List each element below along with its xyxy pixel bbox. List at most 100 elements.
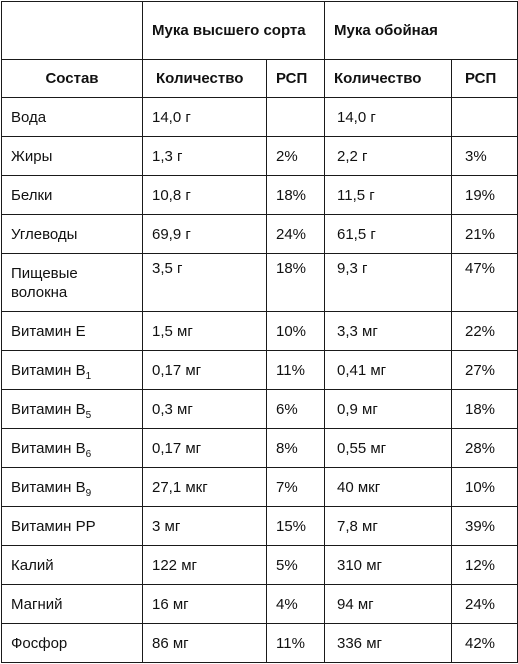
premium-amount-cell: 14,0 г — [142, 97, 267, 137]
whole-rdi-cell: 28% — [450, 428, 518, 468]
premium-rdi-cell: 6% — [266, 389, 325, 429]
premium-rdi-cell — [266, 97, 325, 137]
whole-rdi-cell: 12% — [450, 545, 518, 585]
table-row: Витамин РР 3 мг 15% 7,8 мг 39% — [1, 506, 518, 546]
table-row: Белки 10,8 г 18% 11,5 г 19% — [1, 175, 518, 215]
nutrient-name: Витамин Е — [11, 322, 86, 340]
whole-rdi-cell: 18% — [450, 389, 518, 429]
nutrient-name: Витамин В — [11, 439, 86, 457]
nutrient-name: Пищевые волокна — [11, 264, 78, 301]
whole-rdi-cell: 21% — [450, 214, 518, 254]
nutrient-name-cell: Витамин В6 — [1, 428, 143, 468]
whole-amount-cell: 9,3 г — [324, 253, 452, 312]
whole-rdi-cell: 22% — [450, 311, 518, 351]
nutrient-name: Фосфор — [11, 634, 68, 652]
nutrient-name: Углеводы — [11, 225, 78, 243]
premium-amount-cell: 0,17 мг — [142, 350, 267, 390]
nutrient-name-cell: Фосфор — [1, 623, 143, 663]
nutrient-name-cell: Пищевые волокна — [1, 253, 143, 312]
nutrient-name: Вода — [11, 108, 47, 126]
premium-amount-cell: 1,5 мг — [142, 311, 267, 351]
nutrient-name: Витамин В — [11, 478, 86, 496]
table-row: Вода 14,0 г 14,0 г — [1, 97, 518, 137]
group-header-premium-flour: Мука высшего сорта — [142, 1, 325, 60]
nutrient-name: Жиры — [11, 147, 53, 165]
nutrient-name-cell: Углеводы — [1, 214, 143, 254]
whole-amount-cell: 40 мкг — [324, 467, 452, 507]
whole-rdi-cell: 19% — [450, 175, 518, 215]
table-row: Витамин В9 27,1 мкг 7% 40 мкг 10% — [1, 467, 518, 507]
premium-amount-cell: 0,17 мг — [142, 428, 267, 468]
whole-amount-cell: 11,5 г — [324, 175, 452, 215]
nutrient-name-cell: Калий — [1, 545, 143, 585]
vitamin-subscript: 6 — [85, 448, 92, 460]
nutrient-name-cell: Магний — [1, 584, 143, 624]
premium-amount-cell: 122 мг — [142, 545, 267, 585]
premium-rdi-cell: 2% — [266, 136, 325, 176]
premium-amount-cell: 0,3 мг — [142, 389, 267, 429]
whole-amount-cell: 14,0 г — [324, 97, 452, 137]
nutrient-name-cell: Витамин Е — [1, 311, 143, 351]
table-row: Жиры 1,3 г 2% 2,2 г 3% — [1, 136, 518, 176]
vitamin-subscript: 1 — [85, 370, 92, 382]
premium-rdi-cell: 24% — [266, 214, 325, 254]
premium-rdi-cell: 18% — [266, 175, 325, 215]
premium-rdi-cell: 5% — [266, 545, 325, 585]
group-header-whole-flour: Мука обойная — [323, 1, 518, 60]
table-row: Пищевые волокна 3,5 г 18% 9,3 г 47% — [1, 253, 518, 312]
column-header-row: Состав Количество РСП Количество РСП — [1, 59, 518, 98]
nutrient-name-cell: Витамин В9 — [1, 467, 143, 507]
premium-amount-cell: 16 мг — [142, 584, 267, 624]
column-header-premium-rdi: РСП — [266, 59, 325, 98]
column-header-composition: Состав — [1, 59, 143, 98]
premium-amount-cell: 10,8 г — [142, 175, 267, 215]
nutrient-name-cell: Витамин РР — [1, 506, 143, 546]
whole-amount-cell: 0,41 мг — [324, 350, 452, 390]
table-row: Витамин В6 0,17 мг 8% 0,55 мг 28% — [1, 428, 518, 468]
premium-amount-cell: 3 мг — [142, 506, 267, 546]
whole-rdi-cell: 42% — [450, 623, 518, 663]
premium-amount-cell: 1,3 г — [142, 136, 267, 176]
whole-rdi-cell — [450, 97, 518, 137]
whole-rdi-cell: 27% — [450, 350, 518, 390]
whole-amount-cell: 336 мг — [324, 623, 452, 663]
nutrient-name: Калий — [11, 556, 54, 574]
premium-rdi-cell: 15% — [266, 506, 325, 546]
whole-rdi-cell: 24% — [450, 584, 518, 624]
whole-amount-cell: 94 мг — [324, 584, 452, 624]
premium-amount-cell: 27,1 мкг — [142, 467, 267, 507]
premium-rdi-cell: 11% — [266, 623, 325, 663]
corner-cell — [1, 1, 143, 60]
table-row: Магний 16 мг 4% 94 мг 24% — [1, 584, 518, 624]
column-header-whole-amount: Количество — [324, 59, 452, 98]
premium-amount-cell: 69,9 г — [142, 214, 267, 254]
whole-amount-cell: 310 мг — [324, 545, 452, 585]
table-row: Калий 122 мг 5% 310 мг 12% — [1, 545, 518, 585]
nutrient-name-cell: Витамин В1 — [1, 350, 143, 390]
whole-rdi-cell: 47% — [450, 253, 518, 312]
whole-amount-cell: 3,3 мг — [324, 311, 452, 351]
premium-rdi-cell: 4% — [266, 584, 325, 624]
whole-amount-cell: 61,5 г — [324, 214, 452, 254]
whole-rdi-cell: 10% — [450, 467, 518, 507]
nutrient-name-cell: Витамин В5 — [1, 389, 143, 429]
nutrient-name-cell: Жиры — [1, 136, 143, 176]
nutrient-name-cell: Вода — [1, 97, 143, 137]
table-row: Витамин В1 0,17 мг 11% 0,41 мг 27% — [1, 350, 518, 390]
vitamin-subscript: 5 — [85, 409, 92, 421]
premium-rdi-cell: 11% — [266, 350, 325, 390]
premium-rdi-cell: 10% — [266, 311, 325, 351]
premium-rdi-cell: 8% — [266, 428, 325, 468]
whole-amount-cell: 2,2 г — [324, 136, 452, 176]
table-row: Витамин Е 1,5 мг 10% 3,3 мг 22% — [1, 311, 518, 351]
table-row: Витамин В5 0,3 мг 6% 0,9 мг 18% — [1, 389, 518, 429]
whole-rdi-cell: 39% — [450, 506, 518, 546]
vitamin-subscript: 9 — [85, 487, 92, 499]
nutrient-name: Белки — [11, 186, 53, 204]
table-row: Углеводы 69,9 г 24% 61,5 г 21% — [1, 214, 518, 254]
premium-rdi-cell: 7% — [266, 467, 325, 507]
whole-rdi-cell: 3% — [450, 136, 518, 176]
table-body: Вода 14,0 г 14,0 г Жиры 1,3 г 2% 2,2 г 3% Белки 1… — [1, 97, 518, 663]
premium-rdi-cell: 18% — [266, 253, 325, 312]
